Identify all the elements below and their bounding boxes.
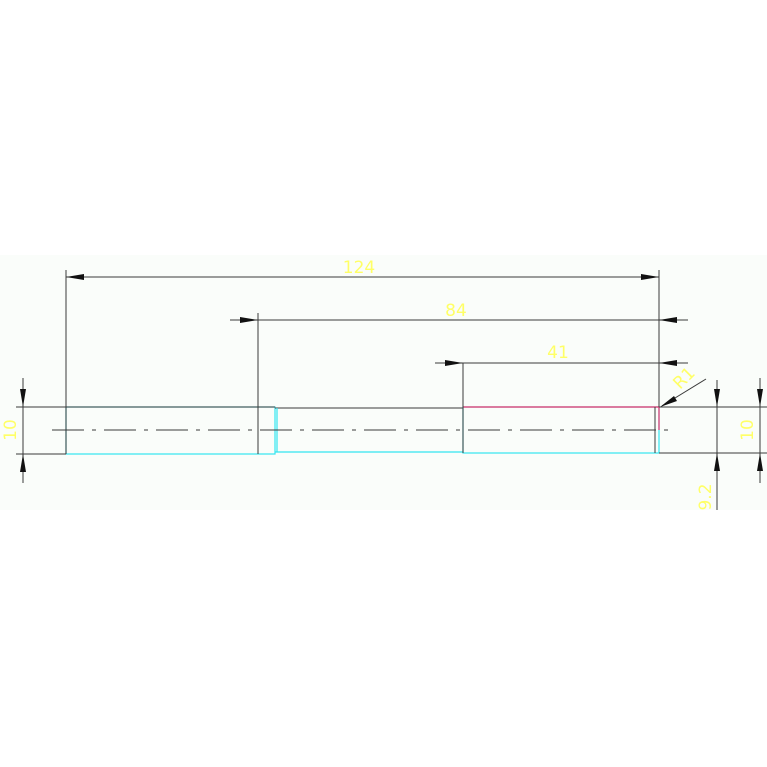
dimension-41: 41 — [435, 343, 688, 366]
dimension-label: 41 — [547, 343, 569, 363]
dimension-label: 10 — [738, 419, 758, 441]
dimension-label: 84 — [445, 301, 467, 321]
dimension-84: 84 — [230, 301, 688, 323]
shaft-part — [52, 363, 672, 455]
dimension-right-10: 10 — [738, 378, 763, 483]
dimension-label: 10 — [1, 419, 21, 441]
drawing-area — [0, 255, 767, 510]
extension-lines — [16, 270, 767, 455]
dimension-label: 9.2 — [696, 483, 716, 510]
dimension-124: 124 — [66, 258, 659, 280]
dimension-label: 124 — [343, 258, 375, 278]
dimension-9-2: 9.2 — [696, 380, 720, 511]
dimension-left-10: 10 — [1, 378, 26, 483]
